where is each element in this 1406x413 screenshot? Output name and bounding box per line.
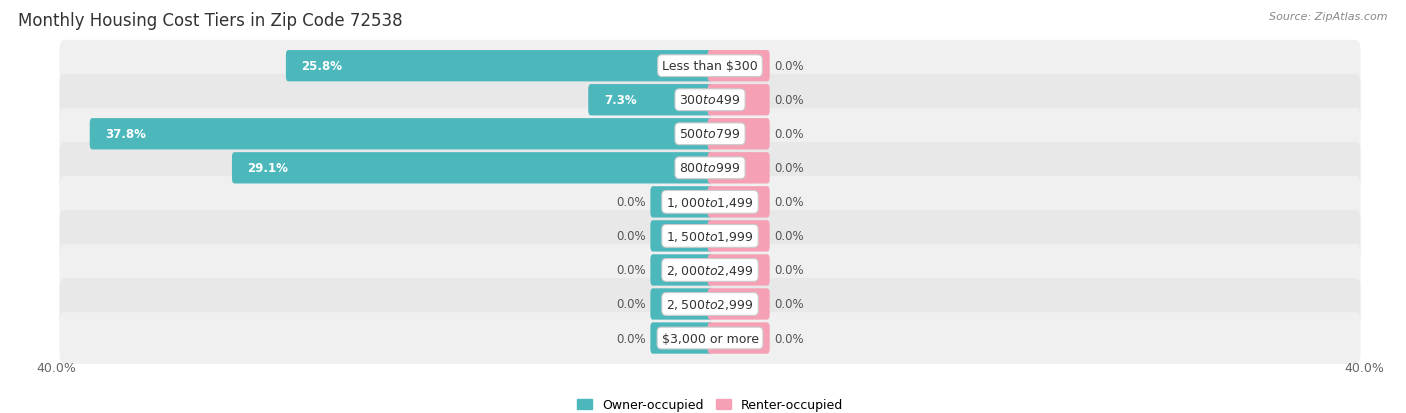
FancyBboxPatch shape: [59, 312, 1361, 364]
Text: 0.0%: 0.0%: [617, 196, 647, 209]
Text: 0.0%: 0.0%: [773, 128, 803, 141]
FancyBboxPatch shape: [232, 153, 713, 184]
FancyBboxPatch shape: [285, 51, 713, 82]
FancyBboxPatch shape: [651, 255, 713, 286]
FancyBboxPatch shape: [59, 142, 1361, 194]
FancyBboxPatch shape: [707, 187, 769, 218]
Text: $500 to $799: $500 to $799: [679, 128, 741, 141]
FancyBboxPatch shape: [59, 244, 1361, 296]
FancyBboxPatch shape: [59, 211, 1361, 262]
FancyBboxPatch shape: [59, 41, 1361, 93]
Text: $1,000 to $1,499: $1,000 to $1,499: [666, 195, 754, 209]
FancyBboxPatch shape: [707, 221, 769, 252]
Text: 0.0%: 0.0%: [773, 94, 803, 107]
FancyBboxPatch shape: [59, 278, 1361, 330]
Text: 0.0%: 0.0%: [773, 264, 803, 277]
FancyBboxPatch shape: [707, 119, 769, 150]
Text: 0.0%: 0.0%: [773, 196, 803, 209]
Text: Less than $300: Less than $300: [662, 60, 758, 73]
Text: $2,000 to $2,499: $2,000 to $2,499: [666, 263, 754, 277]
FancyBboxPatch shape: [59, 75, 1361, 126]
Text: 29.1%: 29.1%: [247, 162, 288, 175]
Text: 0.0%: 0.0%: [617, 230, 647, 243]
Text: 25.8%: 25.8%: [301, 60, 343, 73]
Text: 0.0%: 0.0%: [773, 298, 803, 311]
Text: $800 to $999: $800 to $999: [679, 162, 741, 175]
Text: 0.0%: 0.0%: [773, 60, 803, 73]
FancyBboxPatch shape: [90, 119, 713, 150]
Text: $1,500 to $1,999: $1,500 to $1,999: [666, 229, 754, 243]
FancyBboxPatch shape: [707, 85, 769, 116]
Text: 0.0%: 0.0%: [773, 230, 803, 243]
FancyBboxPatch shape: [707, 289, 769, 320]
FancyBboxPatch shape: [651, 187, 713, 218]
FancyBboxPatch shape: [707, 51, 769, 82]
Text: 37.8%: 37.8%: [105, 128, 146, 141]
FancyBboxPatch shape: [651, 289, 713, 320]
FancyBboxPatch shape: [588, 85, 713, 116]
Legend: Owner-occupied, Renter-occupied: Owner-occupied, Renter-occupied: [572, 393, 848, 413]
FancyBboxPatch shape: [707, 323, 769, 354]
Text: 0.0%: 0.0%: [617, 264, 647, 277]
FancyBboxPatch shape: [59, 109, 1361, 160]
Text: 0.0%: 0.0%: [773, 332, 803, 345]
FancyBboxPatch shape: [651, 323, 713, 354]
FancyBboxPatch shape: [707, 153, 769, 184]
FancyBboxPatch shape: [651, 221, 713, 252]
Text: 7.3%: 7.3%: [603, 94, 637, 107]
Text: Monthly Housing Cost Tiers in Zip Code 72538: Monthly Housing Cost Tiers in Zip Code 7…: [18, 12, 404, 30]
Text: 0.0%: 0.0%: [617, 332, 647, 345]
Text: $2,500 to $2,999: $2,500 to $2,999: [666, 297, 754, 311]
FancyBboxPatch shape: [59, 177, 1361, 228]
FancyBboxPatch shape: [707, 255, 769, 286]
Text: 0.0%: 0.0%: [773, 162, 803, 175]
Text: 0.0%: 0.0%: [617, 298, 647, 311]
Text: $3,000 or more: $3,000 or more: [662, 332, 758, 345]
Text: $300 to $499: $300 to $499: [679, 94, 741, 107]
Text: Source: ZipAtlas.com: Source: ZipAtlas.com: [1270, 12, 1388, 22]
